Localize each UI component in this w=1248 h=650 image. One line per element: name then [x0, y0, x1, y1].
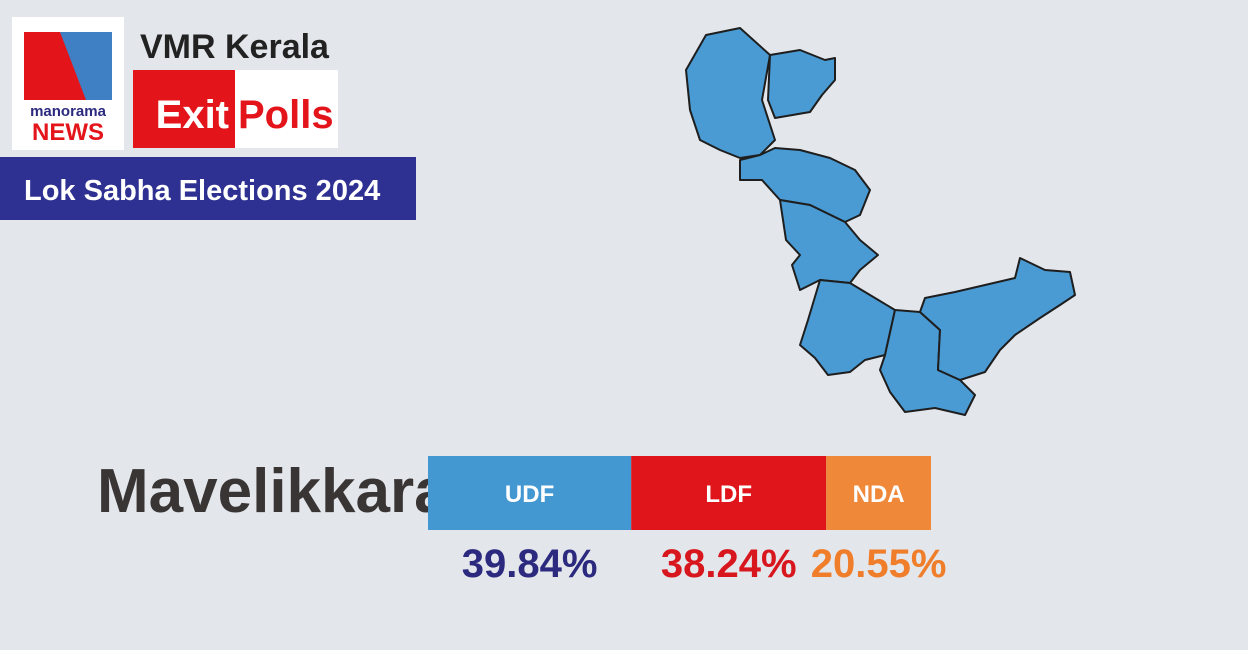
- logo: manorama NEWS: [12, 17, 124, 150]
- banner-text: Lok Sabha Elections 2024: [24, 175, 380, 207]
- map-region: [767, 49, 836, 119]
- logo-text: manorama: [30, 103, 107, 120]
- badge-text: Exit: [156, 93, 229, 137]
- value-label: 20.55%: [811, 542, 947, 586]
- source: VMR Kerala: [140, 28, 330, 66]
- legend-label: LDF: [705, 481, 752, 508]
- banner: [0, 157, 416, 220]
- legend-label: UDF: [505, 481, 554, 508]
- logo-mark-blue: [60, 32, 112, 100]
- vote-share-bar: UDF 39.84% LDF 38.24% NDA 20.55%: [428, 456, 946, 586]
- badge-red: [133, 70, 235, 148]
- value-label: 39.84%: [462, 542, 598, 586]
- map-region: [919, 257, 1076, 381]
- constituency: Mavelikkara: [97, 457, 449, 526]
- bar-segment: [826, 456, 932, 530]
- badge-text: Polls: [238, 93, 334, 137]
- value-label: 38.24%: [661, 542, 797, 586]
- legend-label: NDA: [853, 481, 905, 508]
- map: [685, 27, 1076, 416]
- logo-text: NEWS: [32, 119, 104, 146]
- map-region: [685, 27, 776, 159]
- map-region: [739, 147, 871, 223]
- bar-segment: [428, 456, 632, 530]
- bar-segment: [631, 456, 827, 530]
- map-region: [799, 279, 896, 376]
